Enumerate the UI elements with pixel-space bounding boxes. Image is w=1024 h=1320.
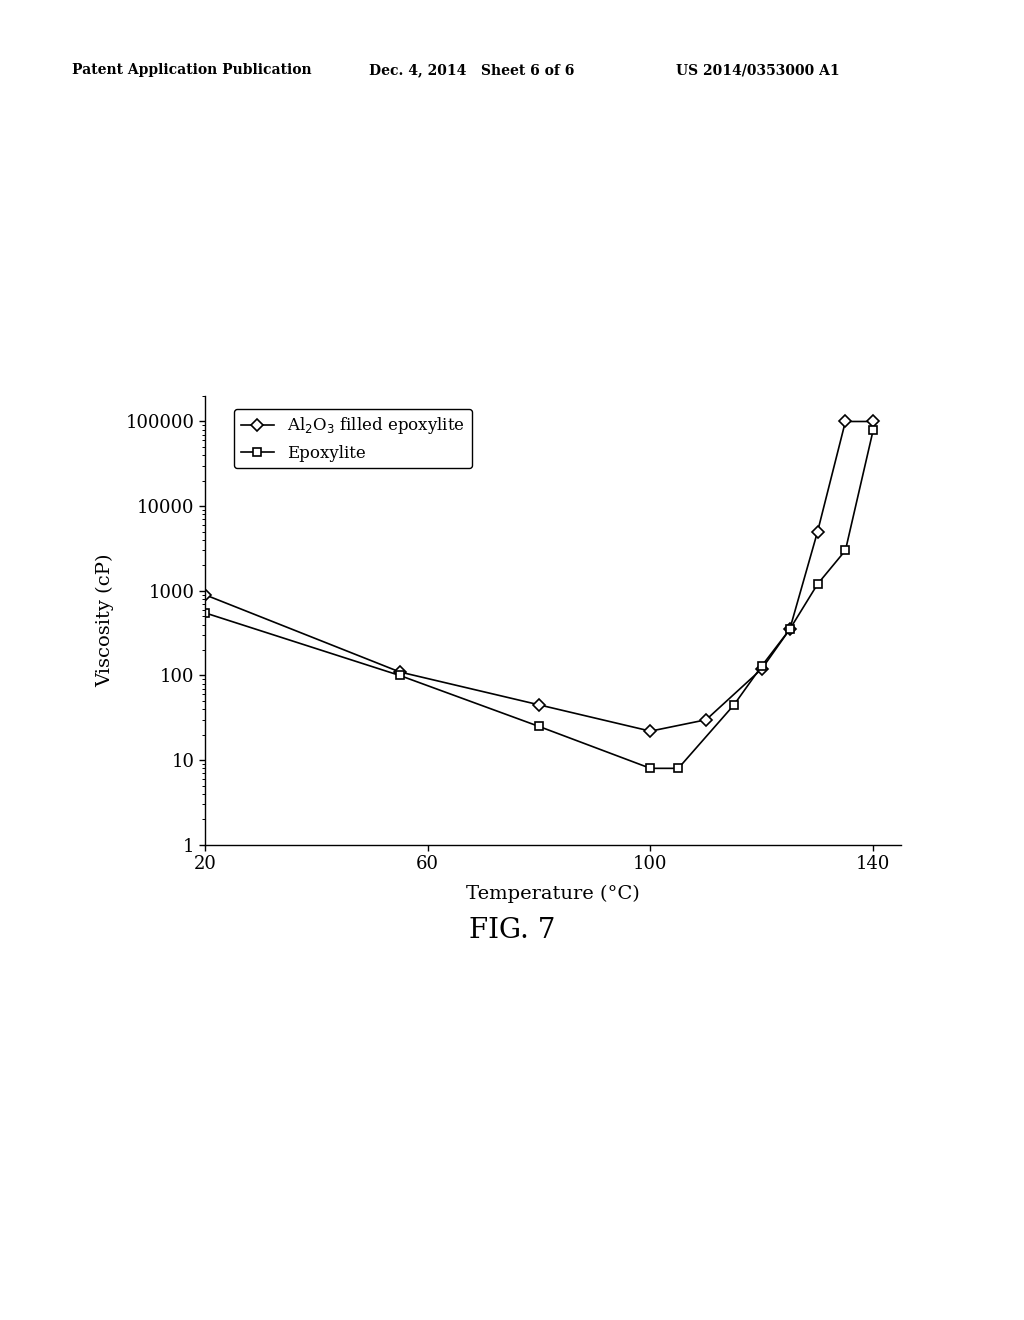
- Legend: Al$_2$O$_3$ filled epoxylite, Epoxylite: Al$_2$O$_3$ filled epoxylite, Epoxylite: [234, 409, 472, 469]
- Text: FIG. 7: FIG. 7: [469, 917, 555, 944]
- Text: Dec. 4, 2014   Sheet 6 of 6: Dec. 4, 2014 Sheet 6 of 6: [369, 63, 574, 78]
- Text: US 2014/0353000 A1: US 2014/0353000 A1: [676, 63, 840, 78]
- Text: Patent Application Publication: Patent Application Publication: [72, 63, 311, 78]
- Y-axis label: Viscosity (cP): Viscosity (cP): [96, 553, 115, 688]
- X-axis label: Temperature (°C): Temperature (°C): [466, 884, 640, 903]
